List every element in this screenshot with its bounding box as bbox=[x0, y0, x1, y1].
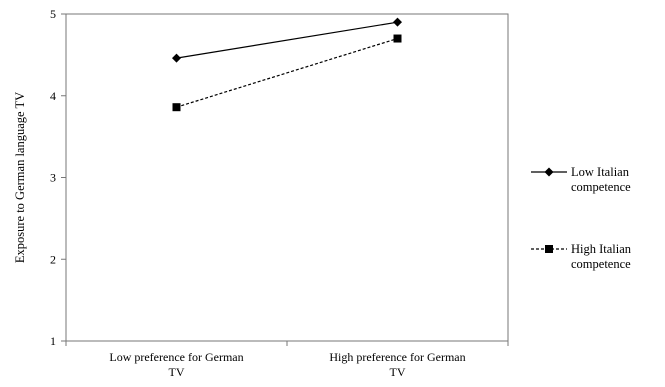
y-tick-labels: 1 2 3 4 5 bbox=[50, 7, 56, 348]
series-layer bbox=[172, 17, 402, 112]
x-tick-label-line: TV bbox=[390, 365, 406, 379]
y-tick-label: 1 bbox=[50, 334, 56, 348]
x-tick-label-line: Low preference for German bbox=[109, 350, 243, 364]
series-line bbox=[176, 21, 398, 59]
y-tick-label: 4 bbox=[50, 89, 56, 103]
x-tick-label: Low preference for German TV bbox=[109, 350, 243, 379]
data-point bbox=[172, 53, 181, 63]
legend-item: High Italian competence bbox=[531, 242, 632, 271]
legend-label-line: competence bbox=[571, 180, 631, 194]
legend-marker bbox=[545, 245, 553, 253]
x-tick-label-line: High preference for German bbox=[329, 350, 465, 364]
plot-frame bbox=[65, 13, 509, 342]
series-line bbox=[176, 37, 398, 108]
x-tick-label: High preference for German TV bbox=[329, 350, 465, 379]
legend-label-line: competence bbox=[571, 257, 631, 271]
y-axis-label: Exposure to German language TV bbox=[13, 92, 27, 263]
y-tick-label: 5 bbox=[50, 7, 56, 21]
legend-label: Low Italian competence bbox=[571, 165, 631, 194]
axes bbox=[61, 13, 509, 346]
legend-marker bbox=[544, 167, 554, 177]
legend-label-line: High Italian bbox=[571, 242, 632, 256]
data-point bbox=[172, 103, 181, 112]
series-high-italian-competence bbox=[172, 34, 402, 112]
series-low-italian-competence bbox=[172, 17, 402, 63]
legend-item: Low Italian competence bbox=[531, 165, 631, 194]
data-point bbox=[393, 34, 402, 43]
x-tick-label-line: TV bbox=[169, 365, 185, 379]
data-point bbox=[393, 17, 402, 27]
y-tick-label: 3 bbox=[50, 171, 56, 185]
y-tick-label: 2 bbox=[50, 252, 56, 266]
legend-label-line: Low Italian bbox=[571, 165, 630, 179]
legend-label: High Italian competence bbox=[571, 242, 632, 271]
